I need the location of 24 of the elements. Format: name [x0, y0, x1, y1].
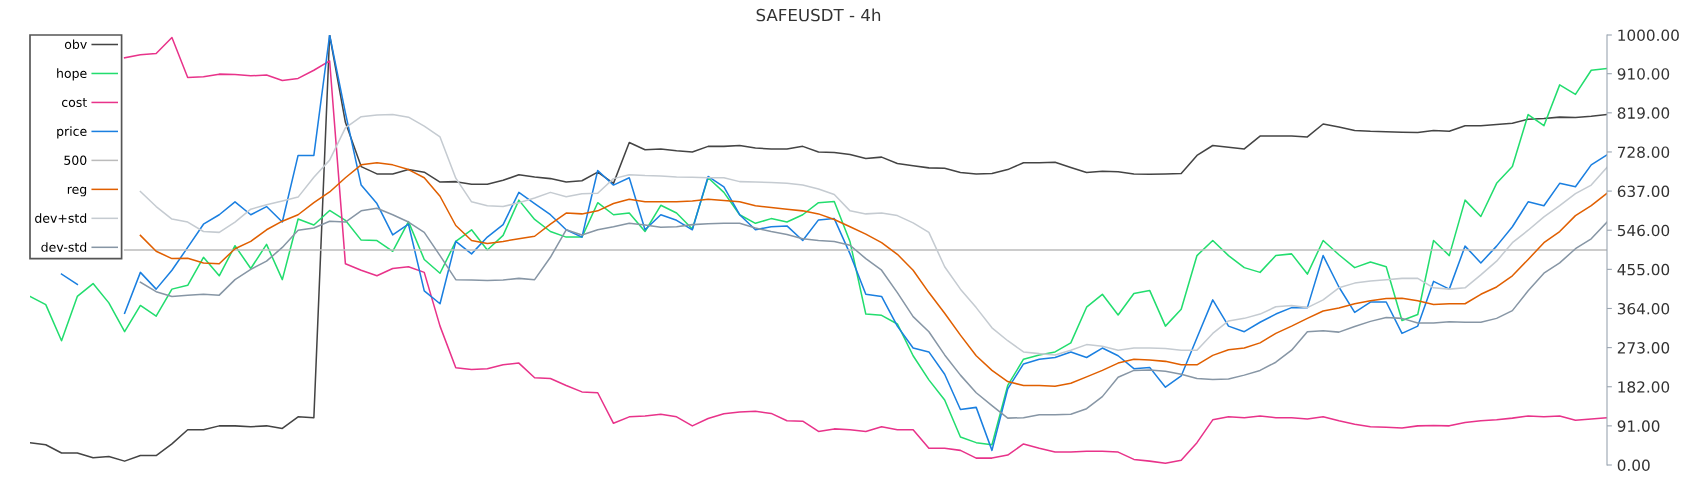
- y-tick-label: 364.00: [1617, 302, 1670, 315]
- y-tick-label: 910.00: [1617, 68, 1670, 80]
- line-series: [139, 113, 1607, 356]
- y-tick-label: 637.00: [1617, 185, 1670, 198]
- y-tick-label: 1000.00: [1618, 29, 1679, 42]
- line-series: [139, 207, 1607, 419]
- y-tick-label: 455.00: [1617, 263, 1670, 276]
- line-series: [139, 161, 1607, 388]
- legend-label: obv: [64, 39, 87, 50]
- y-tick-label: 91.00: [1617, 420, 1660, 432]
- legend-label: hope: [57, 68, 87, 81]
- legend-label: dev+std: [35, 213, 87, 223]
- y-tick-label: 819.00: [1617, 107, 1670, 119]
- y-tick-label: 546.00: [1617, 224, 1670, 237]
- y-tick-label: 273.00: [1617, 342, 1670, 354]
- y-tick-label: 0.00: [1617, 459, 1650, 472]
- legend-label: price: [57, 126, 87, 139]
- y-tick-label: 182.00: [1618, 381, 1670, 393]
- legend-label: cost: [61, 98, 87, 107]
- legend-label: dev-std: [41, 242, 87, 252]
- legend-label: 500: [64, 155, 87, 165]
- chart-title: SAFEUSDT - 4h: [756, 8, 881, 22]
- y-tick-label: 728.00: [1617, 146, 1670, 158]
- legend-label: reg: [67, 186, 87, 197]
